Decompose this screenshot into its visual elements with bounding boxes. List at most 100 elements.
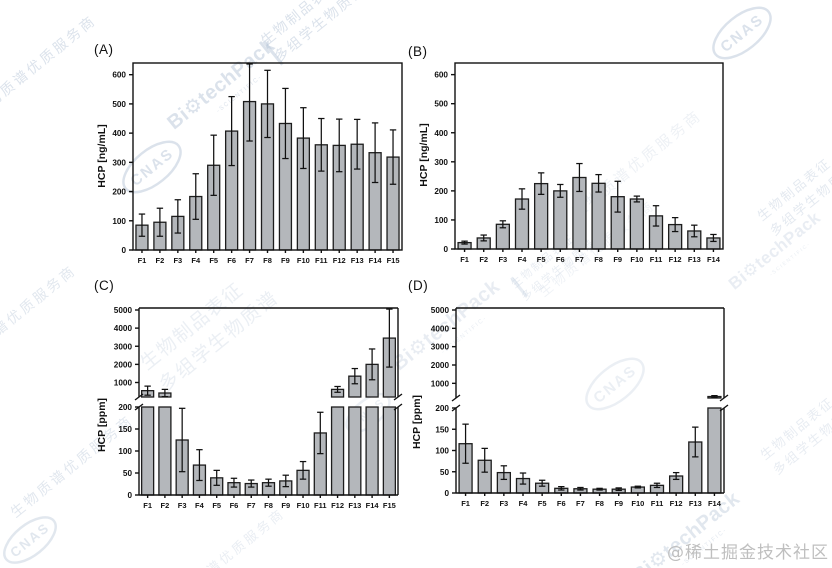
y-tick-label: 150: [118, 425, 132, 434]
y-tick-label: 3000: [431, 343, 450, 352]
chart-c-hcp-ppm: 0 50 100 150 200 1000 2000 3000 4000 5000 F1 F2 F3 F4…: [96, 306, 403, 510]
cnas-swoosh: [712, 6, 772, 60]
cnas-swoosh: [345, 392, 391, 434]
x-tick-label: F13: [348, 501, 361, 510]
plot-frame: [454, 62, 724, 250]
y-tick-label: 100: [112, 217, 126, 226]
axes-group: [451, 307, 729, 496]
axis-break-mark: [134, 393, 144, 401]
x-tick-label: F11: [314, 501, 327, 510]
axis-break-mark: [393, 393, 403, 401]
y-tick-label: 400: [112, 129, 126, 138]
bar-F8: [261, 482, 276, 496]
bar-F8: [592, 488, 607, 494]
brand-text: Bi⚙techPack: [163, 34, 279, 134]
watermark-biotechpack-logo: Bi⚙techPack-SCIENTIFIC-: [163, 34, 279, 134]
plot-frame: [132, 62, 403, 251]
bar-F14: [707, 395, 722, 399]
x-tick-label: F8: [263, 256, 272, 265]
bar-F11: [313, 432, 327, 496]
x-tick-label: F2: [156, 256, 165, 265]
bar-F2: [476, 237, 491, 250]
brand-subtext: -SCIENTIFIC-: [216, 74, 264, 114]
bar-F11: [314, 144, 328, 251]
bar-F1: [457, 241, 472, 250]
cnas-text: CNAS: [590, 362, 640, 407]
panel-label-d: (D): [408, 278, 429, 293]
y-axis-title: HCP [ppm]: [411, 395, 423, 449]
axis-break-mark: [393, 403, 403, 411]
bar-F15: [382, 406, 397, 496]
bar-F6: [554, 487, 569, 494]
cn-line1: 生物制品表征: [508, 231, 577, 291]
y-tick-label: 100: [118, 447, 132, 456]
plot-frame-broken: [455, 307, 725, 494]
x-tick-label: F12: [669, 255, 682, 264]
axis-labels-group: 0 100 200 300 400 500 600 F1 F2 F3 F4 F5 F6 F7 F8 F9 F10…: [96, 71, 400, 265]
x-tick-label: F14: [369, 256, 383, 265]
y-tick-label: 500: [112, 100, 126, 109]
bar-F5: [207, 164, 221, 251]
watermark-slogan-text: 生物质谱优质服务商: [0, 262, 79, 371]
bar-F13: [348, 375, 362, 398]
bar-F10: [629, 198, 645, 250]
axis-labels-group: 0 100 200 300 400 500 600 F1 F2 F3 F4 F5 F6 F7 F8 F9 F10…: [418, 71, 721, 264]
y-tick-label: 3000: [114, 342, 133, 351]
y-tick-label: 2000: [114, 360, 133, 369]
watermark-slogan-text: 生物质谱优质服务商: [536, 197, 657, 299]
bar-F3: [171, 215, 185, 251]
panel-label-c: (C): [94, 278, 115, 293]
y-tick-label: 4000: [431, 324, 450, 333]
bars-group: [458, 395, 722, 494]
cn-line1: 生物制品表征: [258, 0, 343, 49]
axis-labels-group: 0 50 100 150 200 1000 2000 3000 4000 5000 F1 F2 F3 F4…: [411, 306, 722, 508]
x-tick-label: F6: [557, 499, 566, 508]
watermark-cnas-logo: CNAS: [3, 516, 57, 564]
cnas-text: CNAS: [7, 520, 52, 561]
bar-F14: [707, 407, 722, 494]
axis-break-mark: [134, 403, 144, 411]
slogan-line: 生物质谱优质服务商: [7, 412, 136, 521]
bar-F10: [630, 486, 646, 494]
y-tick-label: 1000: [431, 379, 450, 388]
bar-F10: [296, 469, 310, 496]
bar-F12: [330, 388, 345, 398]
x-tick-label: F8: [594, 255, 603, 264]
bar-F15: [382, 337, 397, 398]
error-bars-group: [138, 63, 397, 237]
bar-F9: [279, 480, 293, 496]
bar-F7: [242, 100, 257, 251]
axis-break-mark: [451, 394, 461, 402]
bar-F3: [496, 471, 512, 494]
bar-F4: [189, 195, 203, 251]
x-tick-label: F9: [614, 499, 623, 508]
error-bars-group: [461, 162, 717, 245]
x-tick-label: F11: [650, 255, 663, 264]
bar-F7: [244, 482, 258, 496]
bar-F5: [210, 477, 224, 496]
cn-line2: 多组学生物质谱: [767, 161, 832, 239]
cn-line2: 多组学生物质谱: [155, 287, 283, 397]
x-tick-label: F13: [351, 256, 364, 265]
bar-F1: [458, 443, 473, 494]
x-tick-label: F3: [499, 499, 508, 508]
chart-b-hcp-ng-ml: 0 100 200 300 400 500 600 F1 F2 F3 F4 F5 F6 F7 F8 F9 F10…: [418, 62, 724, 264]
brand-subtext: -SCIENTIFIC-: [441, 315, 489, 355]
x-tick-label: F6: [556, 255, 565, 264]
bar-F15: [386, 156, 400, 251]
bar-F2: [158, 406, 172, 496]
chart-a-hcp-ng-ml: 0 100 200 300 400 500 600 F1 F2 F3 F4 F5 F6 F7 F8 F9 F10…: [96, 62, 403, 265]
error-bars-group: [144, 308, 393, 488]
x-tick-label: F4: [195, 501, 205, 510]
watermark-separator-bar: [510, 276, 528, 298]
x-tick-label: F10: [297, 501, 310, 510]
cn-line1: 生物制品表征: [754, 155, 832, 223]
axis-labels-group: 0 50 100 150 200 1000 2000 3000 4000 5000 F1 F2 F3 F4…: [96, 306, 396, 510]
slogan-line: 生物质谱优质服务商: [166, 505, 287, 568]
x-tick-label: F14: [366, 501, 380, 510]
